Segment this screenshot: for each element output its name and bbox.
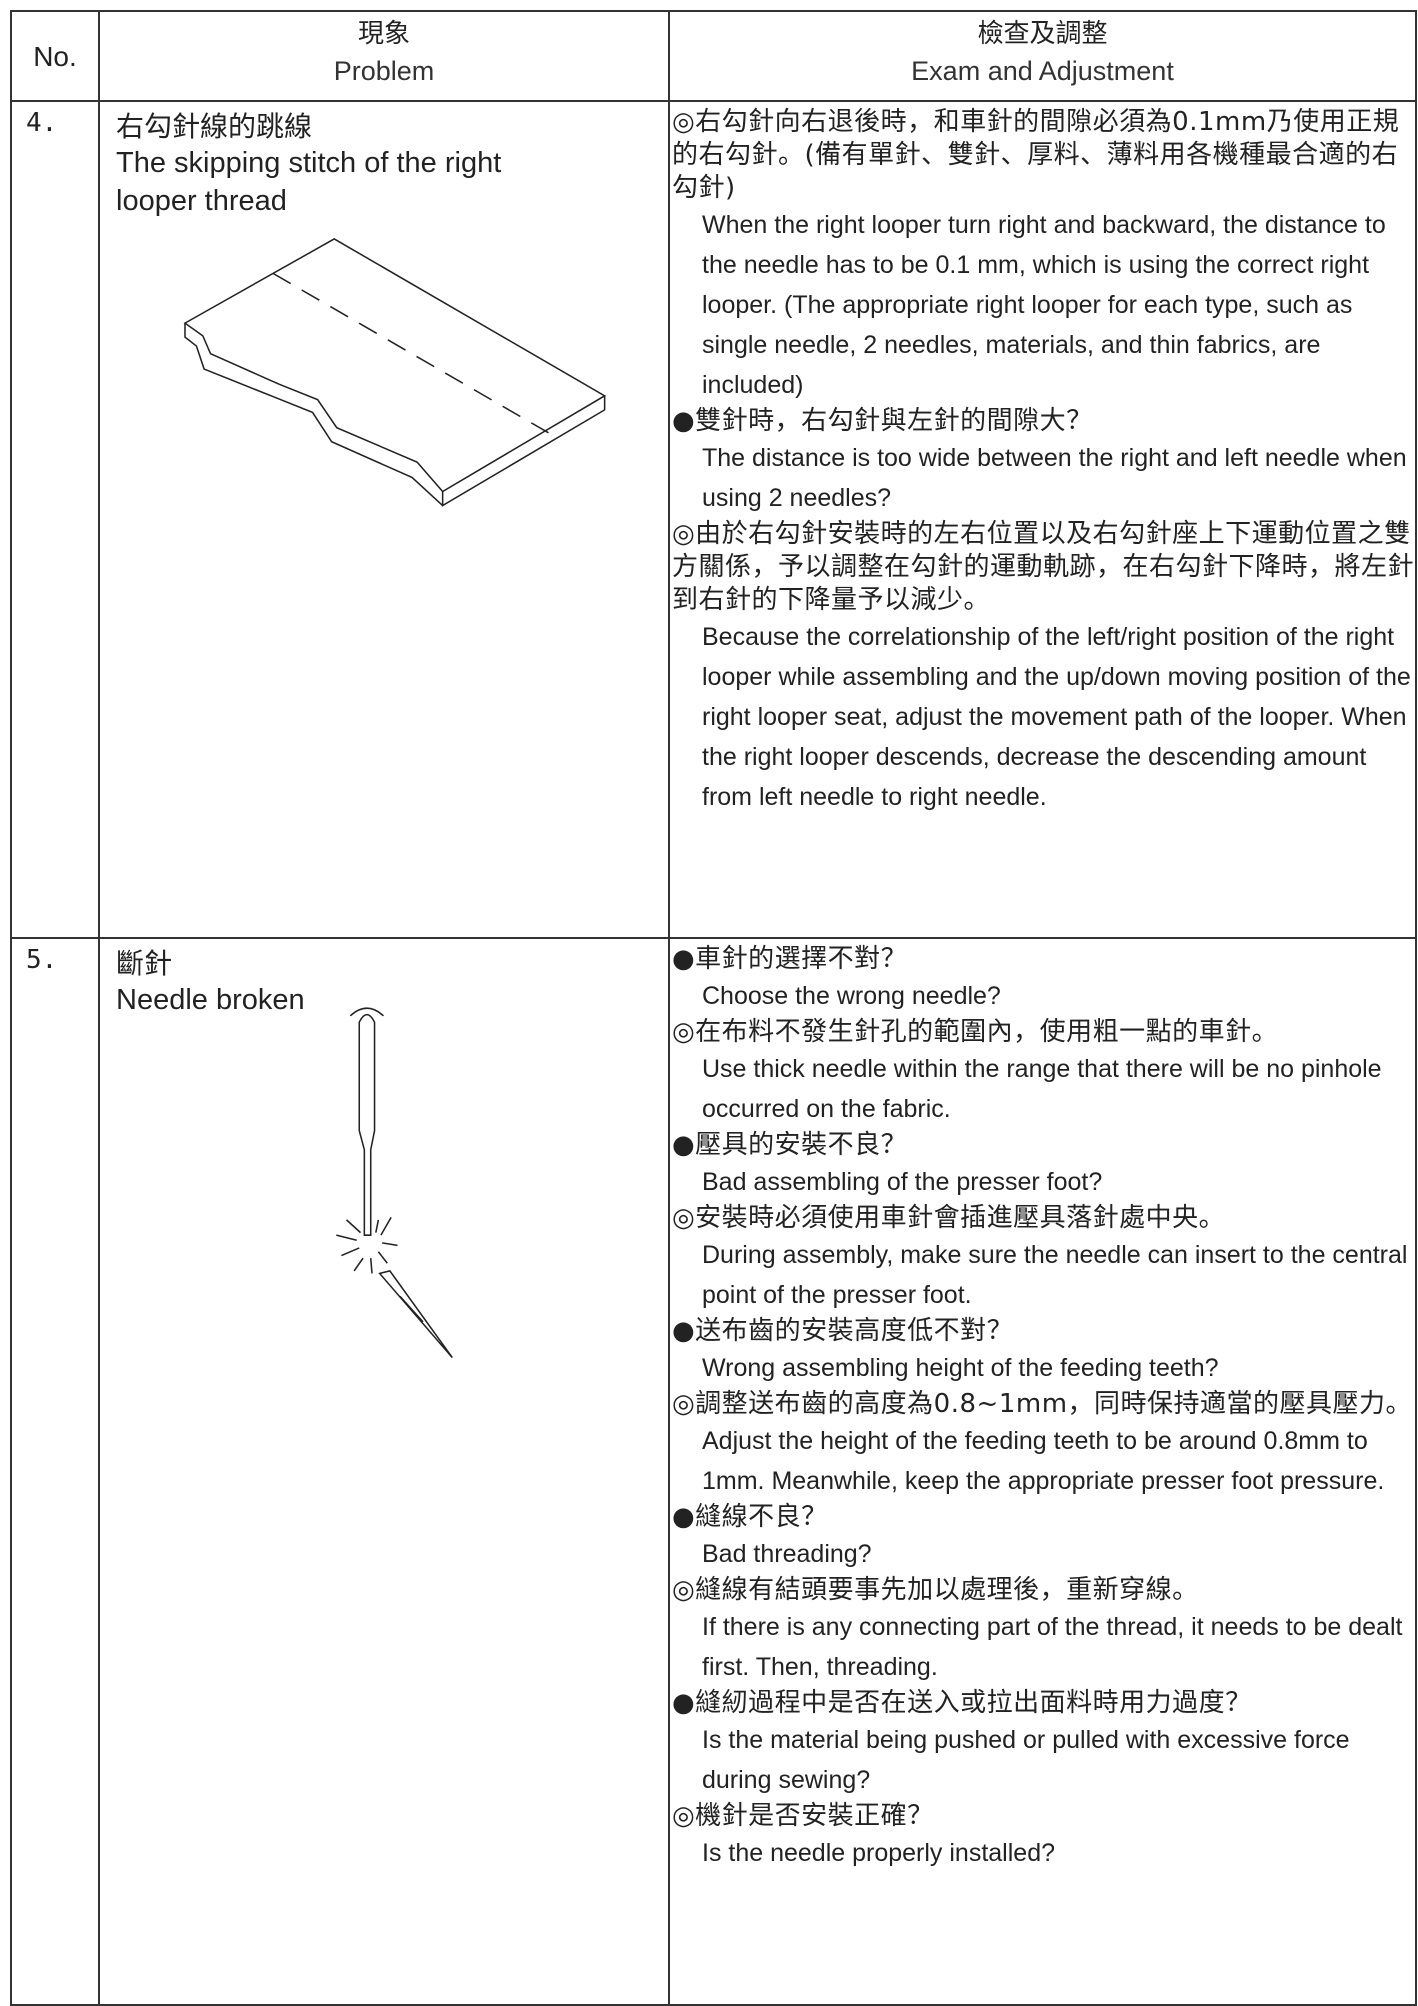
header-exam: 檢查及調整 Exam and Adjustment — [668, 10, 1417, 102]
item-zh: ◎縫線有結頭要事先加以處理後，重新穿線。 — [672, 1575, 1199, 1605]
illustration — [183, 238, 607, 507]
row-number: 4. — [10, 100, 100, 939]
item-zh: ◎在布料不發生針孔的範圍內，使用粗一點的車針。 — [672, 1017, 1279, 1047]
problem-cell: 右勾針線的跳線 The skipping stitch of the right … — [98, 100, 670, 939]
problem-en: Needle broken — [116, 984, 305, 1016]
problem-zh: 斷針 — [116, 947, 173, 980]
header-no: No. — [10, 10, 100, 102]
item-zh: ◎由於右勾針安裝時的左右位置以及右勾針座上下運動位置之雙方關係，予以調整在勾針的… — [672, 519, 1415, 615]
item-zh: ●縫紉過程中是否在送入或拉出面料時用力過度？ — [672, 1688, 1252, 1718]
item-zh: ◎調整送布齒的高度為0.8~1mm，同時保持適當的壓具壓力。 — [672, 1389, 1413, 1419]
item-zh: ●縫線不良？ — [672, 1502, 828, 1532]
item-en: Is the material being pushed or pulled w… — [702, 1726, 1350, 1794]
problem-zh: 右勾針線的跳線 — [116, 110, 313, 143]
header-en: Problem — [333, 56, 435, 86]
illustration — [336, 1007, 453, 1359]
item-en: When the right looper turn right and bac… — [702, 211, 1386, 399]
item-en: Adjust the height of the feeding teeth t… — [702, 1427, 1385, 1495]
exam-cell: ◎右勾針向右退後時，和車針的間隙必須為0.1mm乃使用正規的右勾針。(備有單針、… — [668, 100, 1417, 939]
item-zh: ●壓具的安裝不良？ — [672, 1130, 908, 1160]
header-zh: 檢查及調整 — [977, 19, 1108, 49]
item-en: The distance is too wide between the rig… — [702, 444, 1407, 512]
item-en: Wrong assembling height of the feeding t… — [702, 1354, 1219, 1382]
item-zh: ◎安裝時必須使用車針會插進壓具落針處中央。 — [672, 1203, 1226, 1233]
problem-en: The skipping stitch of the right looper … — [116, 147, 502, 217]
item-zh: ●送布齒的安裝高度低不對？ — [672, 1316, 1014, 1346]
problem-cell: 斷針 Needle broken — [98, 937, 670, 2006]
header-row: No. 現象 Problem 檢查及調整 Exam and Adjustment — [10, 10, 1417, 102]
item-en: Choose the wrong needle? — [702, 982, 1001, 1010]
item-en: Bad assembling of the presser foot? — [702, 1168, 1103, 1196]
item-en: During assembly, make sure the needle ca… — [702, 1241, 1408, 1309]
item-zh: ●雙針時，右勾針與左針的間隙大？ — [672, 406, 1093, 436]
item-en: Because the correlationship of the left/… — [702, 623, 1411, 811]
table-row: 4. 右勾針線的跳線 The skipping stitch of the righ… — [10, 100, 1417, 939]
header-zh: 現象 — [357, 19, 410, 49]
exam-cell: ●車針的選擇不對？ Choose the wrong needle? ◎在布料不發生… — [668, 937, 1417, 2006]
item-zh: ●車針的選擇不對？ — [672, 944, 908, 974]
header-en: Exam and Adjustment — [911, 56, 1174, 86]
item-en: If there is any connecting part of the t… — [702, 1613, 1403, 1681]
item-en: Use thick needle within the range that t… — [702, 1055, 1382, 1123]
table-body: 4. 右勾針線的跳線 The skipping stitch of the righ… — [10, 100, 1417, 2006]
header-problem: 現象 Problem — [98, 10, 670, 102]
item-zh: ◎機針是否安裝正確？ — [672, 1801, 934, 1831]
item-en: Is the needle properly installed? — [702, 1839, 1056, 1867]
item-en: Bad threading? — [702, 1540, 872, 1568]
table-row: 5. 斷針 Needle broken ●車針的選擇不對？ Choose the wro… — [10, 937, 1417, 2006]
row-number: 5. — [10, 937, 100, 2006]
item-zh: ◎右勾針向右退後時，和車針的間隙必須為0.1mm乃使用正規的右勾針。(備有單針、… — [672, 107, 1400, 203]
troubleshooting-table: No. 現象 Problem 檢查及調整 Exam and Adjustment 4… — [10, 10, 1417, 2006]
